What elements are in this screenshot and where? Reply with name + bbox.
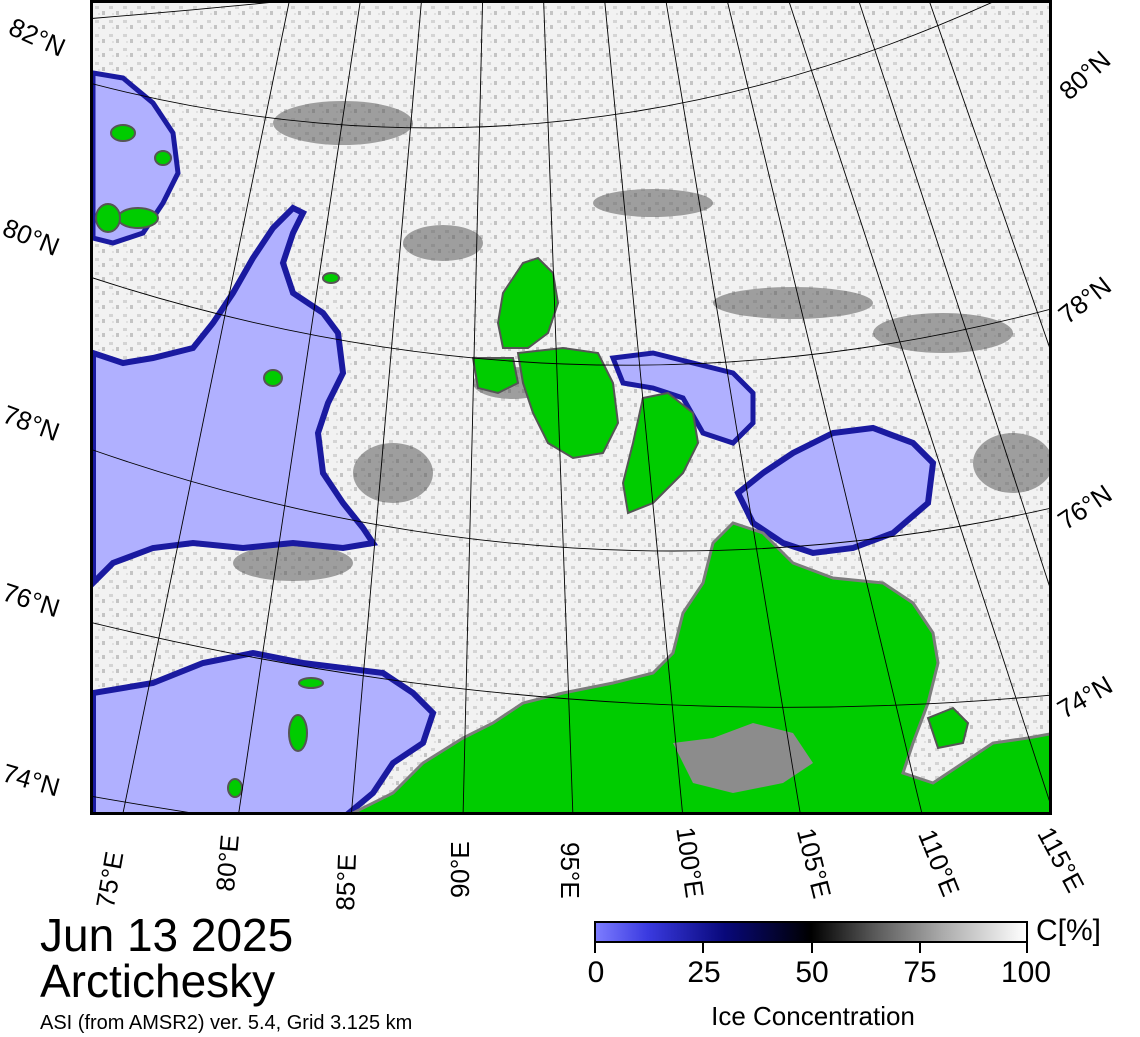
lat-label-right-78n: 78°N: [1052, 270, 1117, 330]
lon-label-75e: 75°E: [90, 849, 130, 911]
graticule: [93, 3, 1049, 812]
colorbar-tick-label: 25: [687, 956, 721, 989]
colorbar-tick: [811, 943, 813, 953]
lat-label-right-80n: 80°N: [1053, 44, 1117, 106]
lon-label-95e: 95°E: [555, 842, 585, 899]
data-source: ASI (from AMSR2) ver. 5.4, Grid 3.125 km: [40, 1012, 413, 1034]
colorbar: [594, 921, 1028, 943]
map-canvas: [93, 3, 1049, 812]
map-date: Jun 13 2025: [40, 909, 294, 961]
colorbar-tick-label: 100: [1000, 956, 1052, 989]
open-water-kara: [93, 204, 379, 588]
open-water-laptev-inlet: [609, 350, 756, 446]
small-island-east: [926, 706, 970, 750]
map-region: Arctichesky: [40, 955, 276, 1007]
lat-label-78n: 78°N: [0, 399, 64, 448]
colorbar-tick-label: 0: [587, 956, 605, 989]
kara-islands: [95, 124, 340, 798]
open-water-laptev: [734, 424, 937, 557]
colorbar-tick: [919, 943, 921, 953]
colorbar-tick: [594, 943, 596, 953]
lat-label-right-74n: 74°N: [1052, 669, 1118, 725]
land-ice-patches: [673, 723, 813, 793]
lon-label-90e: 90°E: [445, 841, 475, 898]
lon-label-100e: 100°E: [670, 825, 710, 900]
colorbar-title: Ice Concentration: [711, 1001, 915, 1031]
colorbar-unit: C[%]: [1036, 914, 1102, 947]
lon-label-115e: 115°E: [1031, 822, 1091, 898]
lat-label-right-76n: 76°N: [1052, 478, 1118, 536]
lon-label-105e: 105°E: [790, 825, 838, 902]
open-water-northwest: [93, 70, 181, 246]
colorbar-tick-label: 75: [903, 956, 937, 989]
lat-label-80n: 80°N: [0, 212, 64, 262]
lat-label-74n: 74°N: [0, 757, 64, 803]
lat-label-76n: 76°N: [0, 576, 64, 624]
sea-ice-map: [90, 0, 1052, 815]
colorbar-tick: [1026, 943, 1028, 953]
open-water-south-kara: [93, 649, 437, 812]
lon-label-80e: 80°E: [210, 833, 245, 893]
colorbar-tick: [702, 943, 704, 953]
colorbar-tick-label: 50: [795, 956, 829, 989]
taymyr-land: [351, 521, 1049, 812]
lat-label-82n: 82°N: [4, 11, 70, 63]
severnaya-zemlya: [471, 256, 700, 515]
lon-label-110e: 110°E: [912, 825, 966, 901]
lon-label-85e: 85°E: [330, 853, 362, 912]
